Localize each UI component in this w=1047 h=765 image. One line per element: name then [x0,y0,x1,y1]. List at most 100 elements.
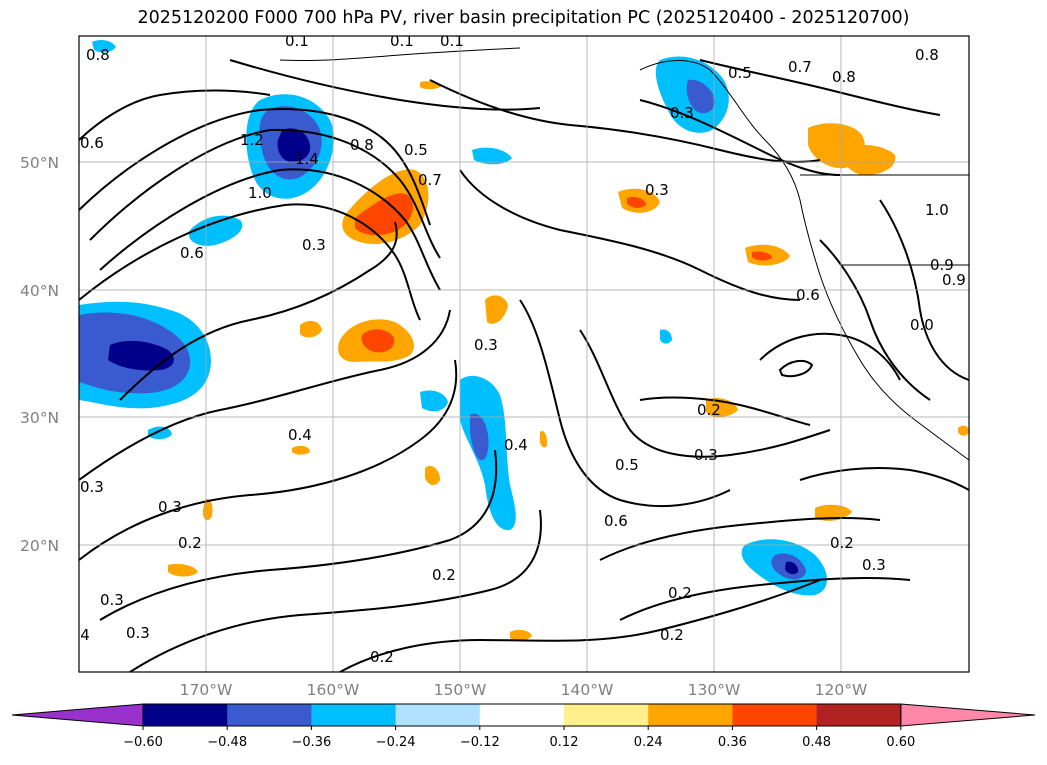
contour-label: 0.8 [915,46,939,64]
contour-label: 0.2 [830,534,854,552]
contour-label: 0.2 [660,626,684,644]
colorbar-segment [648,704,733,726]
contour-label: 0.3 [862,556,886,574]
contour-line [89,128,441,259]
pos-patch-3-mid [627,196,646,208]
pos-patch-4-mid [752,251,772,261]
colorbar-segment [395,704,481,726]
contour-label: 0.2 [432,566,456,584]
lon-label-130w: 130°W [688,681,741,699]
colorbar-border [142,703,902,727]
contour-line [759,332,901,381]
contour-line [819,239,931,401]
colorbar-tick-label: −0.48 [207,735,247,750]
contour-label: 0.7 [418,171,442,189]
contour-line [619,576,911,621]
contour-line [79,108,431,226]
contour-label: 0.6 [180,244,204,262]
contour-label: 0.4 [504,436,528,454]
contour-label: 1.0 [925,201,949,219]
map-frame [78,35,970,673]
graticule [79,36,969,672]
contour-label: 0.5 [728,64,752,82]
contour-line [519,299,731,508]
contour-label: 0.3 [645,181,669,199]
contour-label: 0.0 [910,316,934,334]
colorbar-tick-label: 0.12 [550,735,579,750]
contour-line [429,79,821,163]
lat-label-40n: 40°N [20,282,59,300]
neg-region-alaska-mid [686,79,716,114]
colorbar-segment [143,704,228,726]
pos-patch-12 [510,629,532,641]
contour-label: 0.3 [80,478,104,496]
contour-label: 0.2 [370,648,394,666]
coastline-north-america [639,60,969,461]
contour-line [639,99,841,176]
contour-line [459,169,801,301]
neg-patch-1 [189,215,243,246]
pos-patch-10 [168,563,198,577]
precip-shading [79,39,969,641]
contour-label: 0.1 [440,32,464,50]
pos-patch-1 [300,320,322,338]
neg-region-north-core [277,128,311,163]
colorbar-tick-label: 0.60 [886,735,915,750]
neg-patch-5 [148,426,172,440]
lon-label-150w: 150°W [434,681,487,699]
contour-line [799,467,969,491]
contour-label: 0.3 [474,336,498,354]
colorbar-extend-min [11,703,144,727]
pos-patch-2 [485,295,508,324]
contour-line [699,59,941,116]
contour-label: 0.5 [404,141,428,159]
contour-label: 0.2 [697,401,721,419]
colorbar-segment [227,704,312,726]
pos-patch-8 [815,504,852,521]
contour-label: 0.2 [668,584,692,602]
neg-band-central-mid [470,413,489,461]
colorbar-segment [479,704,565,726]
pos-region-central-north-mid [361,329,395,353]
pos-patch-13 [539,430,548,448]
contour-label: 0.3 [100,591,124,609]
contour-label: 0.4 [66,626,90,644]
neg-region-southeast-core [785,561,799,575]
lat-label-50n: 50°N [20,154,59,172]
neg-patch-2 [92,39,116,53]
colorbar-tick-label: −0.24 [376,735,416,750]
contour-label: 0.8 [832,68,856,86]
neg-patch-4 [420,390,448,412]
contour-line [99,168,441,291]
colorbar-segment [732,704,818,726]
colorbar-tick-label: 0.48 [802,735,831,750]
contour-label: 0.6 [796,286,820,304]
contour-label: 0.2 [178,534,202,552]
contour-label: 0.3 [158,498,182,516]
contour-label: 0.3 [126,624,150,642]
contour-label: 0.3 [670,104,694,122]
contour-label: 0.3 [694,446,718,464]
lon-label-160w: 160°W [307,681,360,699]
lon-label-120w: 120°W [815,681,868,699]
contour-line [79,359,458,561]
contour-label: 0.7 [788,58,812,76]
longitude-axis: 170°W 160°W 150°W 140°W 130°W 120°W [180,681,868,699]
coastline-alaska [279,47,521,62]
colorbar-tick-label: 0.24 [634,735,663,750]
pos-patch-9 [425,465,440,486]
neg-patch-6 [660,329,672,344]
latitude-axis: 50°N 40°N 30°N 20°N [20,154,59,555]
pv-contours [79,59,969,672]
pos-region-gulf-mid [355,193,413,236]
contour-line [79,203,421,321]
contour-label: 0.9 [942,271,966,289]
map-title: 2025120200 F000 700 hPa PV, river basin … [137,8,910,28]
colorbar-segment [816,704,902,726]
pos-patch-7 [843,144,896,176]
contour-line [579,329,831,458]
colorbar-segment [564,704,649,726]
contour-line [639,396,811,426]
contour-label: 0.5 [615,456,639,474]
